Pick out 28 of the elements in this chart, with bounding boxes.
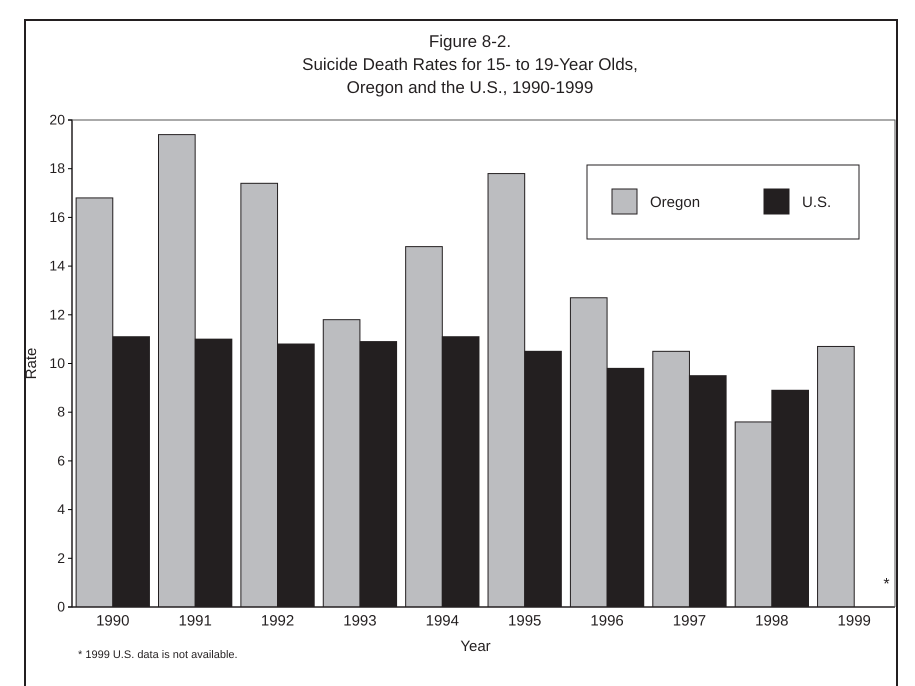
y-tick-label: 12	[49, 306, 66, 322]
x-tick-label: 1992	[260, 612, 294, 630]
y-tick-label: 10	[49, 354, 66, 371]
x-tick-label: 1997	[672, 612, 706, 630]
y-tick-label: 0	[57, 598, 66, 614]
y-tick-label: 8	[57, 404, 66, 420]
x-tick-label: 1993	[343, 612, 377, 630]
chart-title: Figure 8-2. Suicide Death Rates for 15- to 19-Year Olds, Oregon and the U.S., 1990-1999	[302, 32, 638, 97]
x-axis-title: Year	[460, 638, 491, 655]
y-axis-title: Rate	[23, 348, 40, 380]
y-tick-label: 2	[57, 550, 66, 566]
x-tick-label: 1999	[838, 612, 871, 630]
legend-label: U.S.	[802, 194, 832, 211]
x-tick-label: 1996	[590, 612, 624, 630]
x-tick-label: 1991	[178, 612, 212, 630]
x-tick-label: 1990	[96, 612, 130, 630]
annotation: *	[883, 576, 890, 593]
y-tick-label: 16	[49, 208, 66, 225]
x-tick-label: 1998	[755, 612, 789, 630]
y-tick-label: 20	[49, 111, 66, 128]
y-tick-label: 4	[57, 501, 66, 518]
y-tick-label: 18	[49, 160, 66, 176]
y-tick-label: 6	[57, 452, 66, 468]
text: * 1999 U.S. data is not available.	[78, 649, 238, 661]
legend-label: Oregon	[650, 194, 700, 211]
x-tick-label: 1995	[508, 612, 542, 630]
x-tick-label: 1994	[426, 612, 459, 630]
y-tick-label: 14	[49, 258, 66, 274]
